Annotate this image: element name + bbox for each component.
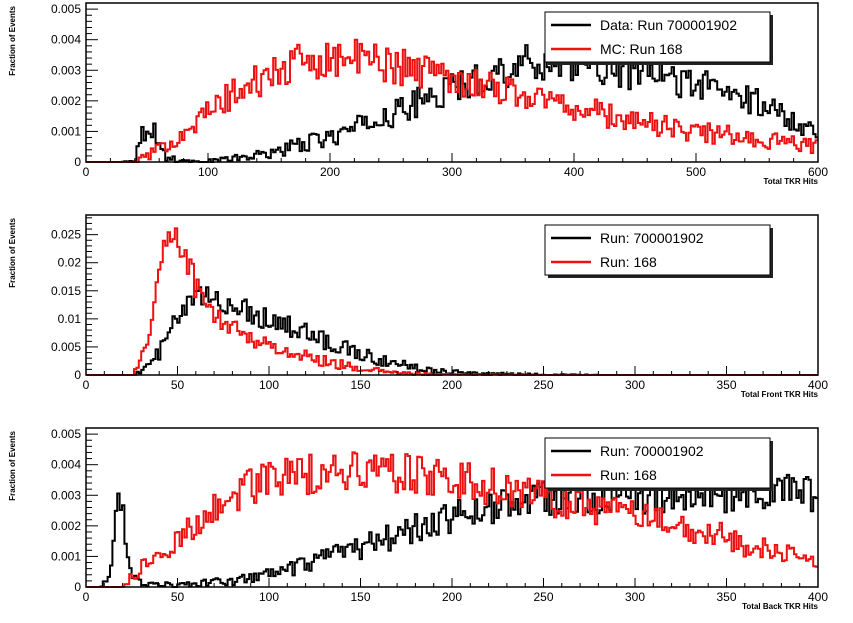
x-tick-label: 400 xyxy=(564,165,584,179)
legend: Data: Run 700001902 MC: Run 168 xyxy=(544,11,773,65)
panel-3: 0 50 100 150 200 250 300 350 400 0 0.001 0.002 0.003… xyxy=(8,427,828,611)
y-tick-label: 0.003 xyxy=(51,63,81,77)
legend-label-run-700001902: Run: 700001902 xyxy=(600,443,704,459)
series-run-168-line xyxy=(86,451,818,588)
x-tick-label: 400 xyxy=(808,378,828,392)
x-tick-label: 50 xyxy=(171,590,185,604)
legend-box xyxy=(544,437,771,489)
x-tick-label: 300 xyxy=(625,378,645,392)
y-tick-label: 0.005 xyxy=(51,427,81,441)
x-tick-label: 100 xyxy=(259,378,279,392)
y-axis-label: Fraction of Events xyxy=(8,217,17,287)
y-tick-label: 0 xyxy=(74,580,81,594)
x-tick-label: 500 xyxy=(686,165,706,179)
x-tick-label: 150 xyxy=(350,378,370,392)
legend-label-mc-run-168: MC: Run 168 xyxy=(600,41,683,57)
y-tick-label: 0.004 xyxy=(51,458,81,472)
y-tick-label: 0.005 xyxy=(51,340,81,354)
legend-label-run-168: Run: 168 xyxy=(600,467,657,483)
y-axis-label: Fraction of Events xyxy=(8,430,17,500)
x-tick-label: 150 xyxy=(350,590,370,604)
x-tick-label: 300 xyxy=(625,590,645,604)
x-tick-label: 0 xyxy=(83,165,90,179)
x-axis-label: Total Back TKR Hits xyxy=(742,602,818,611)
panel-1: 0 100 200 300 400 500 600 0 0.001 0.002 0.003 0.004… xyxy=(8,2,828,186)
y-tick-label: 0 xyxy=(74,368,81,382)
legend-label-run-168: Run: 168 xyxy=(600,254,657,270)
y-tick-label: 0.015 xyxy=(51,284,81,298)
x-tick-label: 400 xyxy=(808,590,828,604)
y-tick-label: 0.004 xyxy=(51,33,81,47)
x-tick-label: 200 xyxy=(442,590,462,604)
y-axis-label: Fraction of Events xyxy=(8,5,17,75)
y-tick-label: 0.005 xyxy=(51,2,81,16)
y-tick-label: 0.01 xyxy=(58,312,82,326)
x-tick-label: 50 xyxy=(171,378,185,392)
x-axis-label: Total Front TKR Hits xyxy=(741,390,819,399)
x-tick-label: 100 xyxy=(259,590,279,604)
x-tick-label: 0 xyxy=(83,590,90,604)
y-tick-label: 0.001 xyxy=(51,549,81,563)
y-tick-label: 0.002 xyxy=(51,519,81,533)
y-tick-label: 0.025 xyxy=(51,228,81,242)
legend: Run: 700001902 Run: 168 xyxy=(544,224,773,278)
x-tick-label: 200 xyxy=(442,378,462,392)
y-tick-label: 0.02 xyxy=(58,256,82,270)
x-tick-label: 350 xyxy=(716,378,736,392)
y-tick-label: 0.003 xyxy=(51,488,81,502)
legend-label-data-run-700001902: Data: Run 700001902 xyxy=(600,17,737,33)
x-tick-label: 600 xyxy=(808,165,828,179)
x-tick-label: 350 xyxy=(716,590,736,604)
panel-2: 0 50 100 150 200 250 300 350 400 0 0.005 0.01 0.015 0… xyxy=(8,214,828,399)
y-tick-label: 0.002 xyxy=(51,94,81,108)
x-axis-label: Total TKR Hits xyxy=(763,177,818,186)
legend-box xyxy=(544,224,771,276)
legend: Run: 700001902 Run: 168 xyxy=(544,437,773,491)
legend-label-run-700001902: Run: 700001902 xyxy=(600,230,704,246)
x-tick-label: 200 xyxy=(320,165,340,179)
y-tick-label: 0 xyxy=(74,155,81,169)
y-tick-label: 0.001 xyxy=(51,124,81,138)
x-tick-label: 0 xyxy=(83,378,90,392)
legend-box xyxy=(544,11,771,63)
series-run-700001902-line xyxy=(86,286,818,376)
x-tick-label: 250 xyxy=(533,590,553,604)
x-tick-label: 300 xyxy=(442,165,462,179)
x-tick-label: 250 xyxy=(533,378,553,392)
series-mc-run-168-line xyxy=(86,38,818,163)
x-tick-label: 100 xyxy=(198,165,218,179)
